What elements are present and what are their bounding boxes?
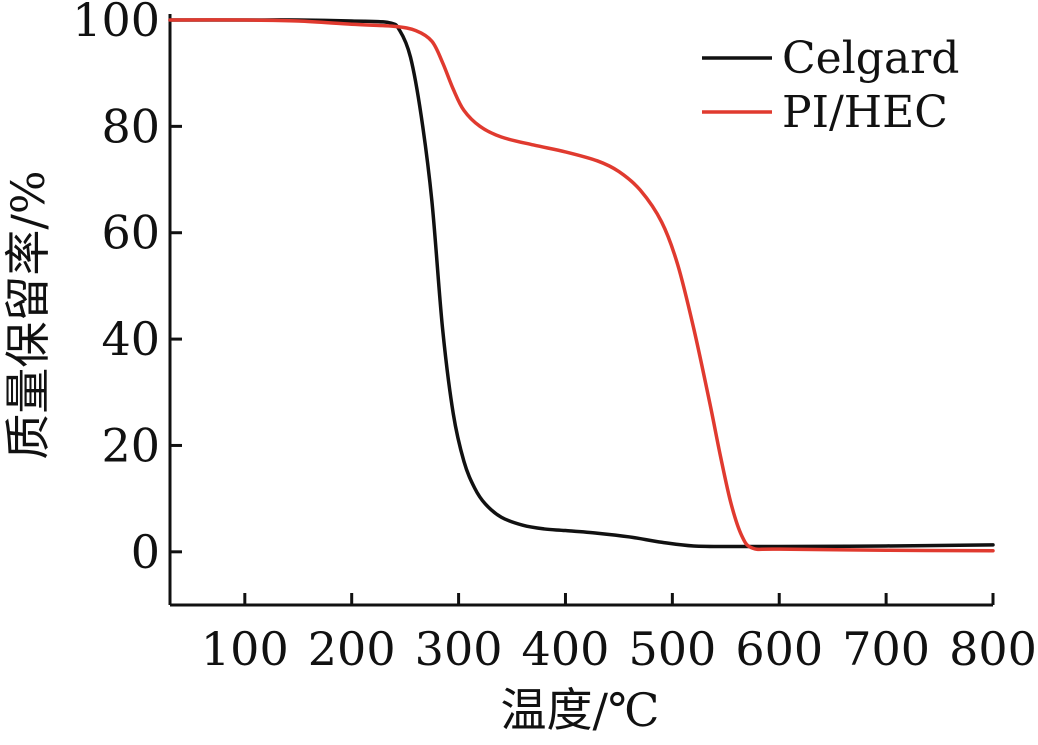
y-tick-label-40: 40 bbox=[101, 312, 160, 366]
x-tick-label-700: 700 bbox=[842, 622, 930, 676]
legend: Celgard PI/HEC bbox=[702, 33, 959, 138]
x-tick-label-200: 200 bbox=[308, 622, 396, 676]
x-tick-label-500: 500 bbox=[628, 622, 716, 676]
x-tick-label-400: 400 bbox=[522, 622, 610, 676]
x-axis-title: 温度/℃ bbox=[501, 683, 660, 737]
y-tick-label-60: 60 bbox=[101, 206, 160, 260]
legend-label-pi-hec: PI/HEC bbox=[782, 87, 948, 138]
x-tick-label-800: 800 bbox=[949, 622, 1037, 676]
x-tick-label-600: 600 bbox=[735, 622, 823, 676]
y-axis-title: 质量保留率/% bbox=[1, 170, 55, 459]
axes: 100 200 300 400 500 600 700 800 0 20 40 60 80 100 bbox=[72, 0, 1037, 676]
y-tick-label-100: 100 bbox=[72, 0, 160, 47]
series-line-pi-hec bbox=[168, 18, 995, 553]
series-layer bbox=[168, 18, 995, 553]
y-tick-label-20: 20 bbox=[101, 418, 160, 472]
y-tick-label-80: 80 bbox=[101, 99, 160, 153]
legend-label-celgard: Celgard bbox=[782, 33, 959, 84]
x-tick-label-100: 100 bbox=[201, 622, 289, 676]
y-tick-label-0: 0 bbox=[131, 525, 160, 579]
x-tick-label-300: 300 bbox=[415, 622, 503, 676]
series-line-celgard bbox=[168, 18, 995, 549]
